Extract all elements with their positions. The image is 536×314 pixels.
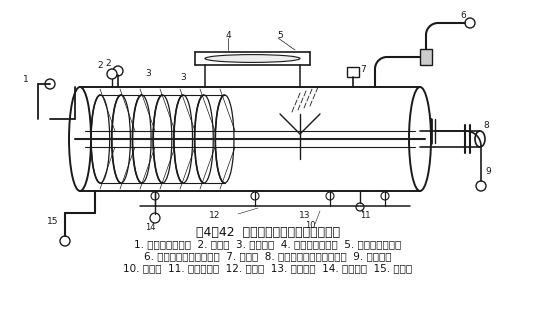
Ellipse shape [174, 95, 192, 183]
Text: 5: 5 [277, 31, 283, 41]
Text: 7: 7 [360, 64, 366, 73]
Ellipse shape [205, 55, 300, 62]
Text: 9: 9 [485, 166, 491, 176]
Ellipse shape [409, 87, 431, 191]
Ellipse shape [215, 95, 234, 183]
Ellipse shape [111, 95, 130, 183]
Circle shape [150, 213, 160, 223]
Circle shape [465, 18, 475, 28]
Text: 3: 3 [180, 73, 186, 82]
Circle shape [251, 192, 259, 200]
Text: 图4－42  氨制冷系统的中间冷却塔结构: 图4－42 氨制冷系统的中间冷却塔结构 [196, 225, 340, 239]
Text: 1: 1 [23, 74, 29, 84]
Text: 10: 10 [305, 221, 315, 230]
Text: 13: 13 [299, 212, 311, 220]
Text: 1. 接调节站进口管  2. 放油口  3. 冷却盘管  4. 金属液面指示器  5. 接远距离液位器: 1. 接调节站进口管 2. 放油口 3. 冷却盘管 4. 金属液面指示器 5. … [135, 239, 401, 249]
Text: 4: 4 [225, 31, 231, 41]
Circle shape [113, 66, 123, 76]
Text: 8: 8 [483, 122, 489, 131]
Text: 10. 中心管  11. 压力表接头  12. 平衡管  13. 伞形挡板  14. 放液阀口  15. 进液管: 10. 中心管 11. 压力表接头 12. 平衡管 13. 伞形挡板 14. 放… [123, 263, 413, 273]
Text: 2: 2 [97, 61, 103, 69]
Bar [420, 49, 432, 65]
Bar [347, 67, 359, 77]
Ellipse shape [69, 87, 91, 191]
Text: 11: 11 [360, 210, 370, 219]
Text: 6. 氨气出口（至高压级）  7. 安全阀  8. 氨气入口（从低压级来）  9. 氨液进口: 6. 氨气出口（至高压级） 7. 安全阀 8. 氨气入口（从低压级来） 9. 氨… [144, 251, 392, 261]
Text: 12: 12 [210, 212, 221, 220]
Text: 15: 15 [47, 216, 59, 225]
Circle shape [60, 236, 70, 246]
Ellipse shape [475, 131, 485, 147]
Ellipse shape [153, 95, 172, 183]
Text: 6: 6 [460, 10, 466, 19]
Text: 3: 3 [145, 68, 151, 78]
Circle shape [107, 69, 117, 79]
Text: 14: 14 [145, 224, 155, 232]
Ellipse shape [195, 95, 213, 183]
Ellipse shape [91, 95, 110, 183]
Circle shape [151, 192, 159, 200]
Text: 2: 2 [105, 58, 111, 68]
Ellipse shape [132, 95, 151, 183]
Circle shape [45, 79, 55, 89]
Circle shape [356, 203, 364, 211]
Circle shape [476, 181, 486, 191]
Circle shape [381, 192, 389, 200]
Circle shape [326, 192, 334, 200]
